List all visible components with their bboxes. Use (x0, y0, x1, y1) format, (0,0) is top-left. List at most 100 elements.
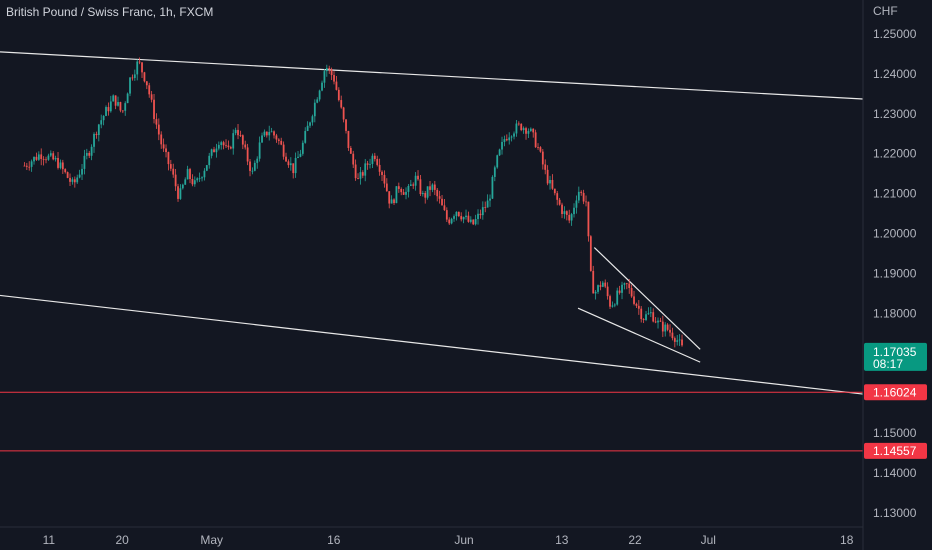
candle-body (525, 128, 527, 134)
candle-body (35, 156, 38, 160)
candle-body (421, 192, 424, 195)
candle-body (57, 157, 59, 168)
candle-body (249, 161, 251, 171)
candle-body (316, 99, 319, 103)
candle-body (100, 120, 103, 125)
candle-body (280, 140, 283, 145)
time-axis[interactable]: 11 20 May 16 Jun 13 22 Jul 18 (43, 533, 854, 547)
candle-body (119, 102, 122, 111)
candle-body (45, 159, 47, 161)
candle-body (481, 207, 484, 216)
candle-body (582, 192, 585, 202)
candle-body (676, 340, 679, 342)
price-axis-tick-label: 1.22000 (873, 147, 917, 161)
candle-body (172, 168, 175, 175)
candle-body (601, 282, 604, 287)
candle-body (503, 139, 506, 142)
bar-countdown-label: 08:17 (873, 357, 903, 371)
candle-body (289, 163, 292, 166)
level-price-tag-2 (864, 442, 927, 459)
candle-body (287, 161, 290, 166)
candle-body (306, 125, 309, 132)
candle-body (467, 215, 470, 222)
candle-body (508, 137, 511, 141)
candle-body (93, 133, 95, 147)
candle-body (594, 291, 597, 294)
candle-body (145, 81, 148, 86)
candle-body (433, 184, 436, 190)
candle-body (229, 147, 232, 149)
candle-body (669, 329, 671, 333)
candle-body (647, 313, 650, 315)
candle-body (179, 188, 182, 199)
candle-body (568, 214, 571, 221)
candle-body (575, 200, 578, 208)
candle-body (282, 144, 285, 157)
candle-body (426, 186, 429, 198)
time-axis-tick-label: 18 (840, 533, 854, 547)
candle-body (450, 218, 453, 224)
time-axis-tick-label: 20 (115, 533, 129, 547)
price-axis-tick-label: 1.21000 (873, 187, 917, 201)
level-layer (0, 391, 863, 452)
wedge-upper-trendline (593, 247, 701, 350)
candle-body (441, 198, 443, 206)
candle-body (28, 166, 31, 168)
candle-body (673, 338, 676, 342)
candle-body (565, 211, 568, 215)
candle-body (59, 162, 62, 168)
candle-body (469, 219, 472, 222)
candle-body (448, 219, 451, 224)
candle-body (563, 211, 566, 215)
candle-body (237, 129, 239, 136)
candle-body (141, 62, 143, 73)
time-axis-tick-label: May (200, 533, 223, 547)
candle-body (457, 211, 460, 217)
candle-body (313, 102, 316, 117)
candle-body (186, 169, 189, 180)
price-axis[interactable]: 1.25000 1.24000 1.23000 1.22000 1.21000 1.200… (873, 27, 917, 520)
candle-body (366, 163, 369, 165)
candle-body (373, 155, 376, 160)
candle-body (361, 172, 364, 176)
wedge-lower-trendline (577, 307, 701, 363)
candle-body (573, 207, 575, 215)
candle-body (580, 191, 583, 193)
candle-body (388, 191, 391, 204)
candle-body (321, 82, 323, 91)
candle-body (105, 107, 107, 116)
candle-body (47, 155, 50, 160)
channel-lower-trendline (0, 294, 864, 395)
candle-body (155, 119, 158, 125)
candle-body (592, 270, 595, 294)
candle-body (88, 152, 91, 156)
candle-body (40, 154, 43, 159)
candle-body (174, 174, 177, 187)
candle-body (261, 135, 263, 143)
candle-body (369, 163, 371, 165)
candle-body (491, 176, 494, 199)
trendline-layer (0, 51, 864, 395)
candle-body (501, 141, 503, 150)
candle-body (299, 153, 302, 157)
candle-body (645, 314, 647, 320)
candle-body (445, 210, 448, 220)
time-axis-tick-label: 16 (327, 533, 341, 547)
candle-layer (23, 57, 683, 348)
candle-body (71, 179, 74, 182)
candle-body (424, 192, 427, 198)
candle-body (347, 130, 350, 148)
candle-body (431, 184, 434, 190)
candle-body (215, 148, 218, 153)
candle-body (251, 170, 254, 172)
candle-body (527, 130, 530, 134)
candle-body (664, 324, 667, 332)
candle-body (534, 132, 537, 148)
candle-body (553, 188, 556, 194)
time-axis-tick-label: 11 (43, 533, 56, 547)
candle-body (649, 312, 652, 314)
candle-body (114, 95, 117, 106)
candle-body (621, 284, 623, 293)
